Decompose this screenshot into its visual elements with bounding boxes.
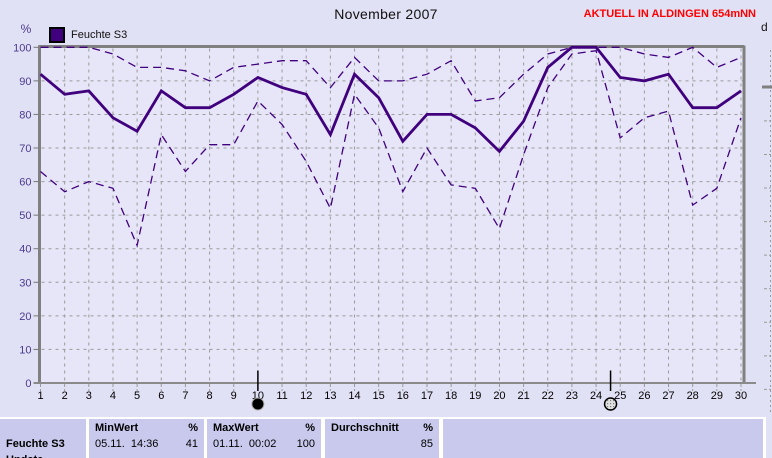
x-tick-label: 5: [134, 390, 140, 402]
x-tick-label: 29: [711, 390, 723, 402]
y-tick-label: 60: [19, 177, 31, 189]
x-tick-label: 24: [590, 390, 602, 402]
x-tick-label: 15: [373, 390, 385, 402]
durchschnitt-unit: %: [423, 422, 433, 434]
x-tick-label: 13: [324, 390, 336, 402]
y-axis-title: %: [21, 22, 32, 36]
x-tick-label: 7: [182, 390, 188, 402]
y-tick-label: 20: [19, 311, 31, 323]
full-moon-icon: [603, 397, 618, 411]
x-tick-label: 26: [638, 390, 650, 402]
next-chart-axis-label: d: [761, 20, 768, 34]
series-min: [40, 49, 742, 248]
maxwert-datetime: 01.11. 00:02: [213, 438, 277, 450]
y-tick-label: 10: [19, 344, 31, 356]
sensor-name: Feuchte S3: [6, 438, 65, 450]
x-tick-label: 18: [445, 390, 457, 402]
station-status-text: AKTUELL IN ALDINGEN 654mNN: [583, 8, 756, 20]
x-tick-label: 20: [493, 390, 505, 402]
x-tick-label: 27: [662, 390, 674, 402]
series-mean: [39, 45, 742, 154]
new-moon-icon: [251, 397, 265, 411]
x-tick-label: 9: [231, 390, 237, 402]
chart-legend: Feuchte S3: [49, 27, 127, 43]
maxwert-cell: MaxWert % 01.11. 00:02 100: [207, 419, 321, 458]
minwert-unit: %: [188, 422, 198, 434]
legend-color-swatch: [49, 27, 65, 43]
x-tick-label: 23: [566, 390, 578, 402]
x-tick-label: 14: [348, 390, 360, 402]
durchschnitt-label: Durchschnitt: [331, 422, 399, 434]
maxwert-unit: %: [305, 422, 315, 434]
x-tick-label: 19: [469, 390, 481, 402]
y-tick-label: 30: [19, 277, 31, 289]
minwert-value: 41: [185, 438, 198, 450]
y-tick-label: 0: [25, 378, 31, 390]
legend-label: Feuchte S3: [71, 29, 128, 41]
sensor-line2: Update: [6, 453, 80, 458]
durchschnitt-cell: Durchschnitt % 85: [325, 419, 439, 458]
y-tick-label: 70: [19, 143, 31, 155]
x-tick-label: 11: [276, 390, 287, 402]
y-tick-label: 90: [19, 76, 31, 88]
x-tick-label: 2: [62, 390, 68, 402]
x-tick-label: 1: [37, 390, 43, 402]
y-tick-label: 50: [19, 210, 31, 222]
x-tick-label: 16: [397, 390, 409, 402]
y-tick-label: 100: [13, 42, 31, 54]
minwert-datetime: 05.11. 14:36: [95, 438, 159, 450]
x-tick-label: 17: [421, 390, 433, 402]
durchschnitt-value: 85: [420, 438, 433, 450]
x-tick-label: 6: [158, 390, 164, 402]
empty-cell: [443, 419, 763, 458]
y-tick-label: 40: [19, 244, 31, 256]
x-tick-label: 4: [110, 390, 116, 402]
chart-title: November 2007: [334, 6, 438, 22]
x-tick-label: 3: [86, 390, 92, 402]
minwert-label: MinWert: [95, 422, 139, 434]
maxwert-label: MaxWert: [213, 422, 259, 434]
x-tick-label: 22: [542, 390, 554, 402]
x-tick-label: 28: [687, 390, 699, 402]
x-tick-label: 25: [614, 390, 626, 402]
stats-table: Feuchte S3 Update MinWert % 05.11. 14:36…: [0, 417, 766, 458]
minwert-cell: MinWert % 05.11. 14:36 41: [89, 419, 204, 458]
x-tick-label: 21: [517, 390, 529, 402]
x-tick-label: 12: [300, 390, 312, 402]
x-tick-label: 30: [735, 390, 747, 402]
sensor-cell: Feuchte S3 Update: [0, 419, 86, 458]
y-tick-label: 80: [19, 109, 31, 121]
x-tick-label: 8: [207, 390, 213, 402]
series-max: [40, 46, 742, 102]
maxwert-value: 100: [296, 438, 315, 450]
